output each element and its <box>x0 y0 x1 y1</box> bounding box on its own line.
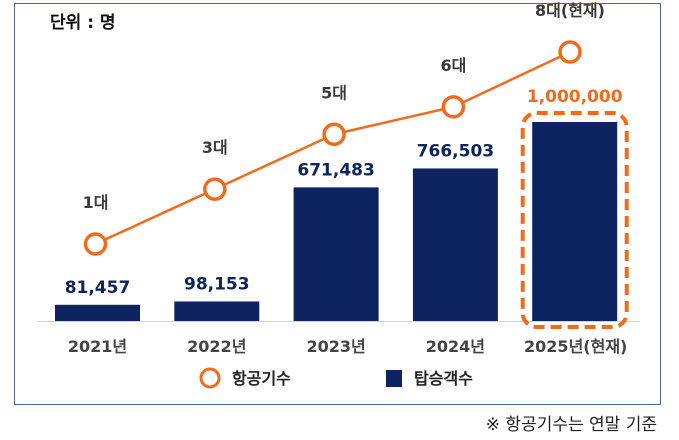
x-tick-label: 2022년 <box>187 337 246 356</box>
x-tick-label: 2023년 <box>306 337 365 356</box>
legend: 항공기수 탑승객수 <box>199 367 473 389</box>
legend-label-aircraft: 항공기수 <box>232 369 291 388</box>
aircraft-count-label: 1대 <box>83 193 109 212</box>
legend-line-marker-icon <box>199 367 221 389</box>
x-tick-label: 2024년 <box>426 337 485 356</box>
aircraft-point <box>441 95 466 119</box>
legend-bar-swatch-icon <box>386 370 402 387</box>
bar-value-label: 1,000,000 <box>527 87 623 107</box>
bar-value-label: 81,457 <box>65 278 131 298</box>
aircraft-count-label: 6대 <box>440 56 466 75</box>
unit-label: 단위 : 명 <box>50 13 116 33</box>
bar-value-label: 766,503 <box>417 141 494 161</box>
footnote: ※ 항공기수는 연말 기준 <box>485 415 657 435</box>
x-tick-label: 2021년 <box>68 337 127 356</box>
bar-value-label: 671,483 <box>297 160 374 180</box>
legend-label-passengers: 탑승객수 <box>414 369 473 388</box>
aircraft-point <box>322 122 346 147</box>
aircraft-point <box>203 177 227 201</box>
aircraft-count-label: 8대(현재) <box>535 1 605 20</box>
bar-2023년 <box>293 187 379 321</box>
bar-value-label: 98,153 <box>184 274 250 294</box>
aircraft-point <box>83 232 108 256</box>
chart: 단위 : 명 81,457 98,153 671,483 766,503 1,000,0… <box>38 1 640 389</box>
chart-frame <box>14 3 661 405</box>
bar-2024년 <box>412 168 498 321</box>
bar-2025년(현재) <box>532 122 618 321</box>
aircraft-point <box>558 40 582 64</box>
x-tick-label: 2025년(현재) <box>524 337 627 356</box>
highlight-dashed-box <box>520 111 629 329</box>
bar-2022년 <box>174 301 260 321</box>
bar-2021년 <box>55 304 140 321</box>
aircraft-count-label: 3대 <box>202 138 228 157</box>
aircraft-count-label: 5대 <box>321 83 347 102</box>
